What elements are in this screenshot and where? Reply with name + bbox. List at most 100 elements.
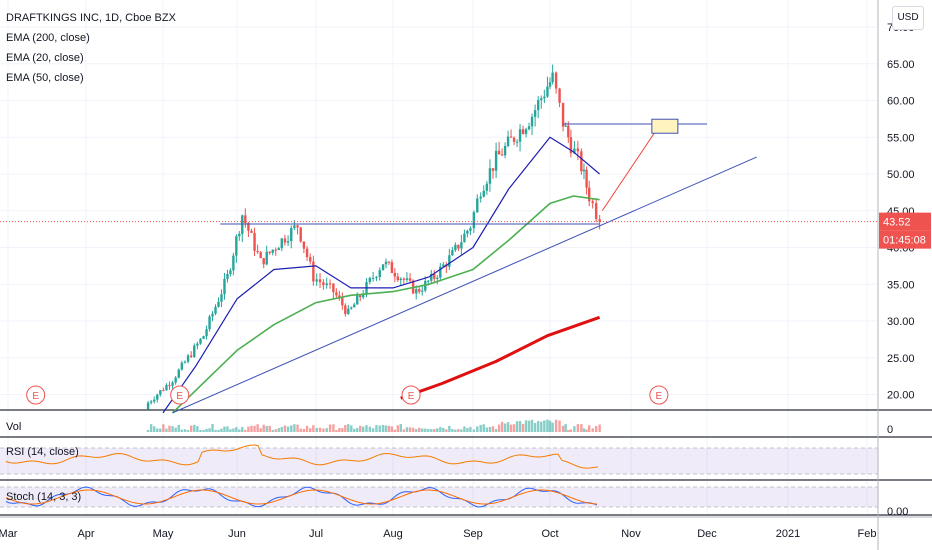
volume-bar	[375, 425, 378, 432]
countdown-badge	[879, 230, 931, 249]
candle-body	[299, 227, 302, 242]
currency-button[interactable]: USD	[892, 6, 924, 30]
candle-body	[375, 277, 378, 279]
candle-body	[482, 190, 485, 197]
volume-bar	[518, 421, 522, 432]
volume-bar	[430, 429, 433, 432]
candle-body	[332, 283, 335, 293]
candle-body	[512, 137, 516, 142]
volume-bar	[180, 429, 184, 432]
volume-bar	[580, 424, 583, 432]
volume-bar	[540, 421, 543, 432]
volume-bar	[381, 424, 385, 432]
candle-body	[244, 215, 247, 224]
candle-body	[576, 148, 580, 152]
candle-body	[205, 329, 208, 337]
volume-bar	[582, 428, 586, 432]
volume-bar	[256, 424, 259, 432]
stoch-label[interactable]: Stoch (14, 3, 3)	[6, 491, 82, 503]
volume-bar	[411, 427, 415, 432]
volume-bar	[365, 425, 368, 432]
candle-body	[296, 225, 299, 228]
candle-body	[527, 126, 531, 130]
candle-body	[174, 377, 177, 383]
volume-bar	[515, 421, 519, 432]
volume-bar	[186, 429, 190, 432]
candle-body	[457, 244, 460, 249]
volume-bar	[387, 425, 391, 432]
candle-body	[262, 258, 265, 265]
indicator-ema50-label[interactable]: EMA (50, close)	[6, 72, 84, 84]
stoch-band	[0, 487, 878, 507]
volume-bar	[418, 427, 421, 432]
volume-bar	[168, 425, 171, 432]
volume-bar	[299, 428, 302, 432]
candle-body	[235, 236, 238, 256]
volume-bar	[463, 426, 466, 432]
volume-bar	[325, 428, 328, 432]
volume-bar	[439, 427, 442, 432]
candle-body	[503, 145, 507, 156]
time-tick-label: Sep	[463, 528, 483, 540]
time-tick-label: Jul	[309, 528, 323, 540]
volume-bar	[598, 424, 601, 432]
volume-bar	[309, 428, 312, 432]
candle-body	[433, 273, 436, 279]
volume-bar	[189, 425, 193, 432]
candle-body	[390, 262, 394, 273]
last-price-text: 43.52	[883, 217, 911, 229]
rsi-line	[5, 444, 599, 469]
volume-bar	[361, 426, 365, 432]
volume-bar	[378, 425, 381, 432]
candle-body	[156, 394, 159, 400]
candle-body	[405, 278, 409, 280]
candle-body	[312, 261, 315, 282]
volume-bar	[524, 420, 528, 432]
price-axis: 20.0025.0030.0035.0040.0045.0050.0055.00…	[877, 0, 915, 550]
volume-bar	[567, 429, 570, 432]
candle-body	[488, 168, 492, 184]
volume-bar	[350, 425, 353, 432]
candle-body	[479, 196, 482, 199]
candle-body	[338, 295, 341, 298]
volume-bar	[162, 424, 165, 432]
candle-body	[162, 390, 165, 392]
candle-body	[153, 399, 156, 402]
candle-body	[347, 308, 350, 314]
earnings-icon	[401, 385, 421, 405]
candle-body	[585, 169, 588, 188]
candle-body	[165, 385, 168, 391]
volume-bar	[543, 420, 546, 432]
candle-body	[226, 273, 229, 279]
candle-body	[196, 343, 199, 346]
vol-label[interactable]: Vol	[6, 421, 22, 433]
candle-body	[199, 338, 202, 344]
rsi-label[interactable]: RSI (14, close)	[6, 446, 79, 458]
candle-body	[418, 289, 421, 292]
indicator-ema20-label[interactable]: EMA (20, close)	[6, 52, 84, 64]
price-tick-label: 65.00	[887, 59, 915, 71]
symbol-title[interactable]: DRAFTKINGS INC, 1D, Cboe BZX	[6, 12, 176, 24]
ema50-line	[171, 195, 600, 414]
price-tick-label: 30.00	[887, 316, 915, 328]
candle-body	[430, 273, 433, 281]
candle-body	[594, 203, 598, 220]
volume-bar	[347, 424, 350, 432]
volume-bar	[208, 428, 211, 432]
volume-bar	[268, 425, 271, 432]
candle-body	[328, 283, 332, 285]
volume-bar	[451, 428, 454, 432]
candle-body	[265, 251, 268, 265]
stoch-pane	[0, 486, 878, 508]
volume-bar	[199, 429, 202, 432]
volume-bar	[232, 428, 235, 432]
candle-body	[146, 402, 150, 410]
candle-body	[427, 280, 430, 282]
indicator-ema200-label[interactable]: EMA (200, close)	[6, 32, 90, 44]
time-tick-label: Mar	[0, 528, 18, 540]
volume-bar	[530, 419, 534, 432]
volume-bar	[466, 428, 469, 432]
volume-bar	[448, 425, 451, 432]
volume-bar	[479, 424, 482, 432]
candle-body	[564, 125, 567, 127]
